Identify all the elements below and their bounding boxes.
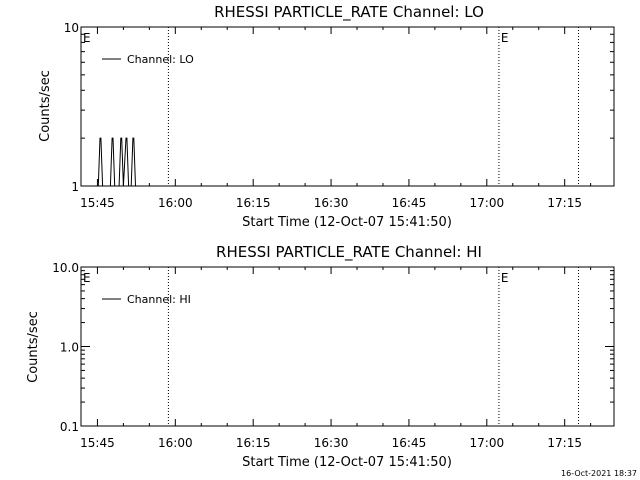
legend: Channel: HI bbox=[102, 293, 191, 306]
y-tick-label: 1 bbox=[71, 180, 79, 194]
y-tick-label: 10 bbox=[64, 21, 79, 35]
x-tick-label: 17:00 bbox=[470, 196, 505, 210]
x-tick-label: 17:15 bbox=[547, 436, 582, 450]
footer-timestamp: 16-Oct-2021 18:37 bbox=[561, 469, 637, 478]
e-marker: E bbox=[83, 271, 91, 285]
x-tick-label: 17:15 bbox=[547, 196, 582, 210]
y-tick-label: 0.1 bbox=[60, 420, 79, 434]
x-axis-label: Start Time (12-Oct-07 15:41:50) bbox=[242, 455, 452, 470]
tick-layer: 15:45 16:00 16:15 16:30 16:45 17:00 17:15 1 10 bbox=[64, 21, 614, 210]
e-marker: E bbox=[83, 31, 91, 45]
x-axis-label: Start Time (12-Oct-07 15:41:50) bbox=[242, 215, 452, 230]
e-marker: E bbox=[501, 271, 509, 285]
x-tick-label: 17:00 bbox=[470, 436, 505, 450]
plot-frame bbox=[80, 26, 615, 187]
tick-layer: 15:45 16:00 16:15 16:30 16:45 17:00 17:15 0.1 1.… bbox=[52, 261, 614, 450]
series-line bbox=[97, 137, 136, 187]
y-tick-label: 1.0 bbox=[60, 341, 79, 355]
e-marker: E bbox=[501, 31, 509, 45]
y-axis-label: Counts/sec bbox=[26, 311, 41, 383]
chart-panel-hi: RHESSI PARTICLE_RATE Channel: HI Counts/… bbox=[26, 243, 615, 470]
legend-entry: Channel: HI bbox=[127, 293, 191, 306]
x-tick-label: 15:45 bbox=[80, 436, 115, 450]
series-layer bbox=[97, 137, 136, 187]
x-tick-label: 16:30 bbox=[314, 436, 349, 450]
x-tick-label: 16:15 bbox=[236, 436, 271, 450]
x-tick-label: 16:30 bbox=[314, 196, 349, 210]
chart-panel-lo: RHESSI PARTICLE_RATE Channel: LO Counts/… bbox=[38, 3, 615, 230]
x-tick-label: 16:45 bbox=[392, 436, 427, 450]
legend-entry: Channel: LO bbox=[127, 53, 194, 66]
y-tick-label: 10.0 bbox=[52, 261, 79, 275]
x-tick-label: 16:00 bbox=[158, 436, 193, 450]
x-tick-label: 16:15 bbox=[236, 196, 271, 210]
chart-title: RHESSI PARTICLE_RATE Channel: LO bbox=[214, 3, 484, 22]
legend: Channel: LO bbox=[102, 53, 194, 66]
chart-title: RHESSI PARTICLE_RATE Channel: HI bbox=[216, 243, 482, 262]
y-axis-label: Counts/sec bbox=[38, 70, 53, 142]
x-tick-label: 16:00 bbox=[158, 196, 193, 210]
x-tick-label: 15:45 bbox=[80, 196, 115, 210]
x-tick-label: 16:45 bbox=[392, 196, 427, 210]
